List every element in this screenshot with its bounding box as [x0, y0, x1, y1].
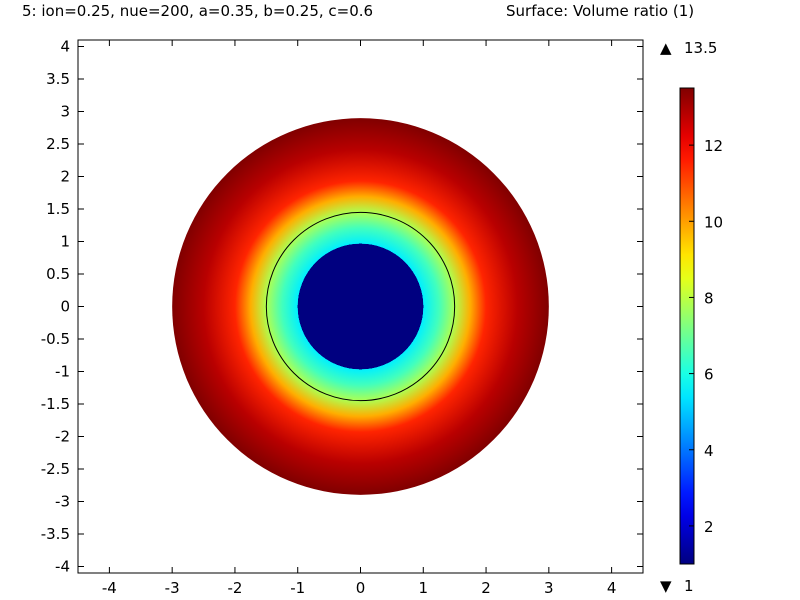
colorbar-tick-label: 6 — [704, 366, 714, 384]
x-tick-label: 1 — [419, 579, 429, 597]
y-tick-label: -4 — [55, 558, 70, 576]
y-tick-label: 3.5 — [46, 70, 70, 88]
surface-inner-hole — [297, 243, 424, 370]
y-tick-label: -1 — [55, 363, 70, 381]
y-tick-label: 1.5 — [46, 200, 70, 218]
colorbar-scale — [679, 87, 695, 565]
x-tick-label: -2 — [227, 579, 242, 597]
title-parameters: 5: ion=0.25, nue=200, a=0.35, b=0.25, c=… — [22, 2, 374, 20]
y-tick-label: 3 — [60, 103, 70, 121]
x-tick-label: -3 — [165, 579, 180, 597]
y-tick-label: 2.5 — [46, 135, 70, 153]
y-tick-label: -1.5 — [41, 395, 70, 413]
title-surface: Surface: Volume ratio (1) — [506, 2, 695, 20]
x-tick-label: 4 — [607, 579, 617, 597]
y-tick-label: -0.5 — [41, 330, 70, 348]
y-tick-label: -3.5 — [41, 525, 70, 543]
y-tick-label: 1 — [60, 233, 70, 251]
colorbar-tick-label: 10 — [704, 213, 723, 231]
colorbar-max-arrow-icon: ▲ — [660, 39, 672, 57]
y-tick-label: 0.5 — [46, 265, 70, 283]
x-tick-label: -4 — [102, 579, 117, 597]
colorbar-min-label: 1 — [684, 577, 694, 595]
x-tick-label: 2 — [481, 579, 491, 597]
colorbar-tick-label: 2 — [704, 518, 714, 536]
y-tick-label: -2 — [55, 428, 70, 446]
colorbar-tick-label: 8 — [704, 289, 714, 307]
colorbar-max-label: 13.5 — [684, 39, 717, 57]
y-tick-label: -3 — [55, 493, 70, 511]
x-tick-label: 3 — [544, 579, 554, 597]
y-tick-label: 4 — [60, 38, 70, 56]
y-tick-label: -2.5 — [41, 460, 70, 478]
plot-title: 5: ion=0.25, nue=200, a=0.35, b=0.25, c=… — [0, 0, 800, 30]
x-tick-label: -1 — [290, 579, 305, 597]
colorbar-tick-label: 12 — [704, 137, 723, 155]
x-tick-label: 0 — [356, 579, 366, 597]
y-tick-label: 2 — [60, 168, 70, 186]
colorbar-tick-label: 4 — [704, 442, 714, 460]
colorbar-min-arrow-icon: ▼ — [660, 577, 672, 595]
y-tick-label: 0 — [60, 298, 70, 316]
interface-boundary — [265, 211, 456, 402]
